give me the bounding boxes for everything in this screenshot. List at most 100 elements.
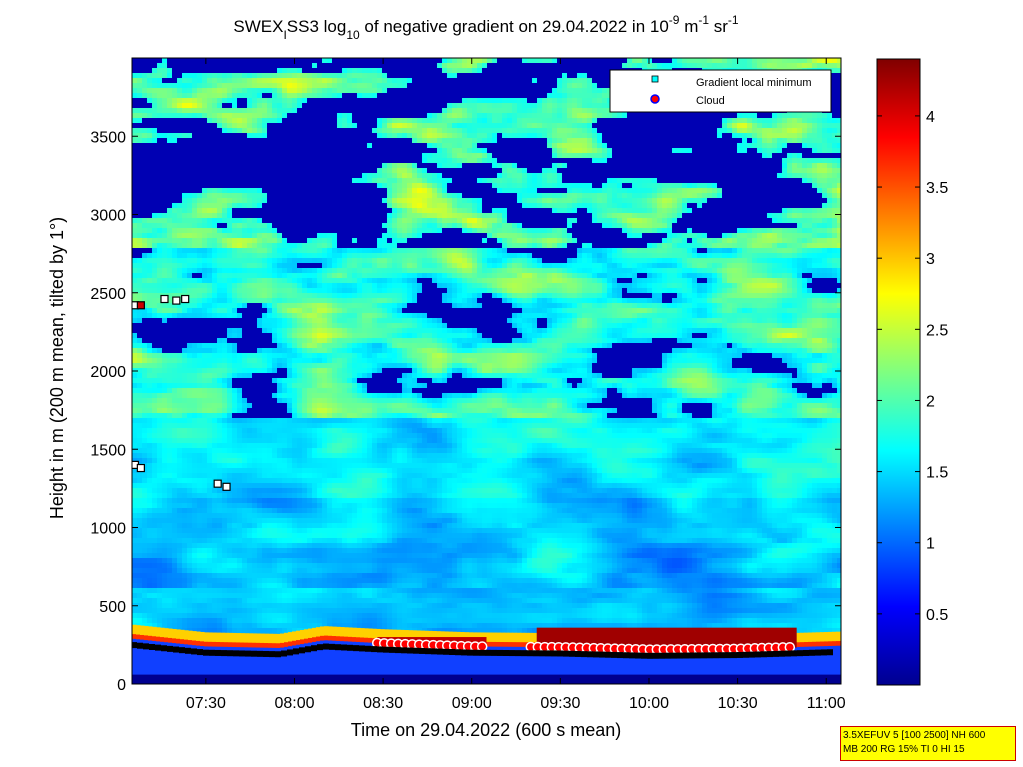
heatmap-cell [317, 403, 323, 409]
heatmap-cell [197, 103, 203, 109]
heatmap-cell [282, 608, 288, 614]
heatmap-cell [177, 268, 183, 274]
heatmap-cell [217, 403, 223, 409]
heatmap-cell [247, 418, 253, 424]
heatmap-cell [172, 578, 178, 584]
heatmap-cell [187, 228, 193, 234]
heatmap-cell [197, 163, 203, 169]
heatmap-cell [217, 428, 223, 434]
heatmap-cell [222, 153, 228, 159]
heatmap-cell [297, 593, 303, 599]
heatmap-cell [172, 348, 178, 354]
heatmap-cell [327, 88, 333, 94]
heatmap-cell [252, 503, 258, 509]
heatmap-cell [162, 103, 168, 109]
heatmap-cell [137, 488, 143, 494]
heatmap-cell [142, 598, 148, 604]
heatmap-cell [317, 243, 323, 249]
heatmap-cell [142, 158, 148, 164]
heatmap-cell [302, 158, 308, 164]
heatmap-cell [302, 283, 308, 289]
heatmap-cell [137, 293, 143, 299]
heatmap-cell [247, 253, 253, 259]
heatmap-cell [212, 128, 218, 134]
heatmap-cell [212, 508, 218, 514]
heatmap-cell [277, 118, 283, 124]
heatmap-cell [317, 433, 323, 439]
heatmap-cell [327, 308, 333, 314]
heatmap-cell [132, 318, 138, 324]
heatmap-cell [317, 373, 323, 379]
heatmap-cell [292, 348, 298, 354]
heatmap-cell [172, 378, 178, 384]
heatmap-cell [242, 623, 248, 629]
heatmap-cell [267, 238, 273, 244]
heatmap-cell [172, 623, 178, 629]
heatmap-cell [292, 253, 298, 259]
heatmap-cell [327, 193, 333, 199]
heatmap-cell [197, 183, 203, 189]
heatmap-cell [247, 168, 253, 174]
heatmap-cell [142, 398, 148, 404]
heatmap-cell [247, 543, 253, 549]
heatmap-cell [292, 513, 298, 519]
heatmap-cell [222, 413, 228, 419]
heatmap-cell [197, 608, 203, 614]
heatmap-cell [167, 543, 173, 549]
heatmap-cell [182, 498, 188, 504]
heatmap-cell [212, 173, 218, 179]
heatmap-cell [162, 248, 168, 254]
heatmap-cell [137, 523, 143, 529]
heatmap-cell [242, 538, 248, 544]
heatmap-cell [147, 553, 153, 559]
heatmap-cell [252, 273, 258, 279]
heatmap-cell [222, 58, 228, 64]
heatmap-cell [227, 503, 233, 509]
heatmap-cell [267, 123, 273, 129]
heatmap-cell [192, 278, 198, 284]
heatmap-cell [247, 428, 253, 434]
heatmap-cell [287, 318, 293, 324]
heatmap-cell [232, 168, 238, 174]
heatmap-cell [137, 508, 143, 514]
heatmap-cell [307, 288, 313, 294]
heatmap-cell [147, 278, 153, 284]
heatmap-cell [162, 623, 168, 629]
heatmap-cell [132, 183, 138, 189]
heatmap-cell [132, 278, 138, 284]
heatmap-cell [212, 368, 218, 374]
heatmap-cell [277, 383, 283, 389]
heatmap-cell [272, 313, 278, 319]
heatmap-cell [152, 73, 158, 79]
heatmap-cell [222, 133, 228, 139]
heatmap-cell [297, 393, 303, 399]
heatmap-cell [142, 238, 148, 244]
heatmap-cell [222, 178, 228, 184]
heatmap-cell [222, 573, 228, 579]
heatmap-cell [312, 543, 318, 549]
heatmap-cell [247, 83, 253, 89]
heatmap-cell [212, 203, 218, 209]
heatmap-cell [297, 313, 303, 319]
heatmap-cell [167, 233, 173, 239]
heatmap-cell [297, 213, 303, 219]
heatmap-cell [302, 383, 308, 389]
heatmap-cell [227, 173, 233, 179]
heatmap-cell [277, 243, 283, 249]
heatmap-cell [152, 118, 158, 124]
heatmap-cell [292, 68, 298, 74]
heatmap-cell [212, 188, 218, 194]
heatmap-cell [302, 243, 308, 249]
heatmap-cell [282, 58, 288, 64]
heatmap-cell [322, 443, 328, 449]
heatmap-cell [177, 163, 183, 169]
heatmap-cell [262, 438, 268, 444]
heatmap-cell [307, 273, 313, 279]
heatmap-cell [237, 63, 243, 69]
heatmap-cell [137, 238, 143, 244]
heatmap-cell [257, 198, 263, 204]
heatmap-cell [162, 343, 168, 349]
heatmap-cell [172, 278, 178, 284]
heatmap-cell [147, 128, 153, 134]
heatmap-cell [217, 298, 223, 304]
